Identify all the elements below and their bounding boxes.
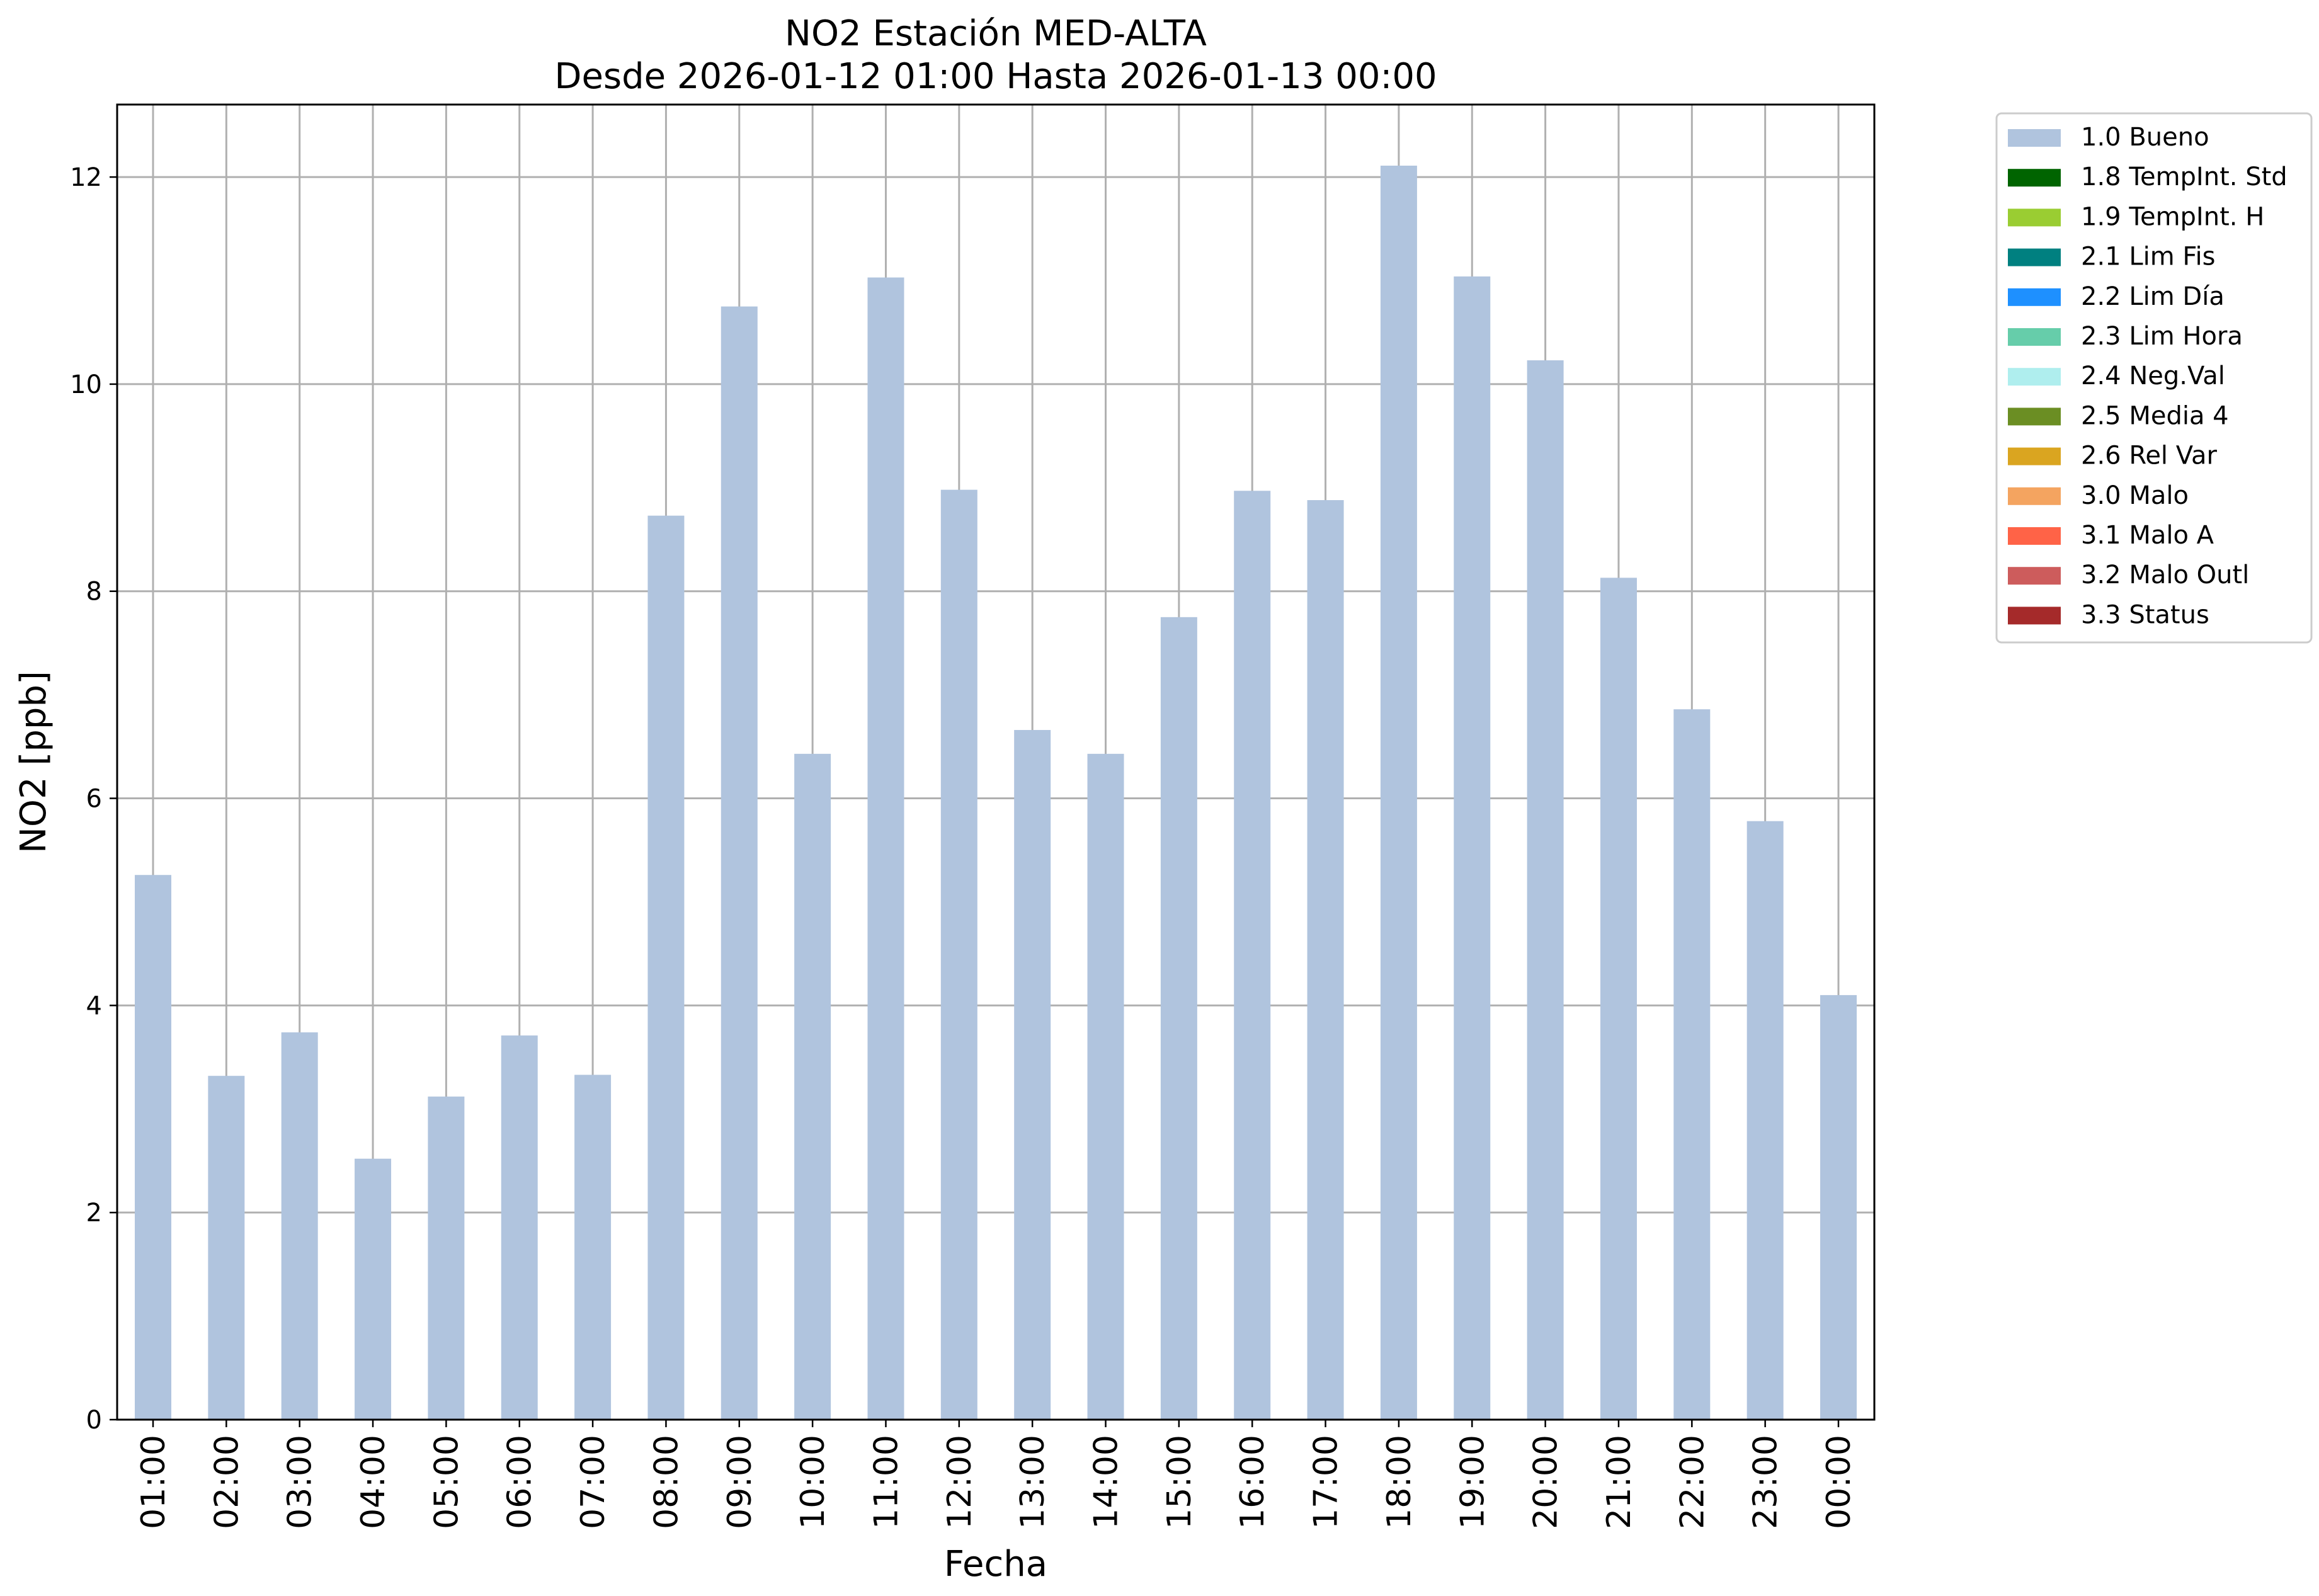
- legend-label: 2.1 Lim Fis: [2081, 242, 2215, 271]
- bar: [574, 1074, 612, 1420]
- y-axis: 0 2 4 6 8 10 12: [70, 163, 117, 1435]
- x-tick-label: 13:00: [1014, 1435, 1052, 1529]
- legend-label: 2.6 Rel Var: [2081, 442, 2218, 470]
- y-tick-label: 8: [86, 578, 102, 607]
- x-tick-label: 01:00: [135, 1435, 173, 1529]
- x-tick-label: 05:00: [428, 1435, 465, 1529]
- x-axis-label: Fecha: [944, 1544, 1047, 1585]
- bar: [208, 1076, 245, 1420]
- bar: [428, 1097, 465, 1420]
- x-tick-label: 17:00: [1308, 1435, 1345, 1529]
- legend-swatch: [2008, 208, 2061, 227]
- legend-swatch: [2008, 368, 2061, 386]
- x-tick-label: 14:00: [1088, 1435, 1125, 1529]
- chart-title: NO2 Estación MED-ALTA Desde 2026-01-12 0…: [554, 13, 1437, 97]
- legend-swatch: [2008, 169, 2061, 187]
- y-tick-label: 6: [86, 785, 102, 814]
- x-tick-label: 08:00: [647, 1435, 685, 1529]
- legend-label: 2.3 Lim Hora: [2081, 322, 2243, 351]
- bar: [794, 753, 831, 1420]
- bar: [1160, 617, 1197, 1420]
- x-tick-label: 22:00: [1673, 1435, 1711, 1529]
- legend-swatch: [2008, 567, 2061, 585]
- bar: [281, 1032, 318, 1420]
- x-tick-label: 20:00: [1527, 1435, 1565, 1529]
- chart-title-line-2: Desde 2026-01-12 01:00 Hasta 2026-01-13 …: [554, 56, 1437, 97]
- y-tick-label: 2: [86, 1199, 102, 1228]
- bar: [1380, 166, 1417, 1420]
- x-tick-label: 19:00: [1454, 1435, 1491, 1529]
- bar: [135, 875, 171, 1420]
- bar: [1820, 995, 1857, 1420]
- legend-label: 2.4 Neg.Val: [2081, 362, 2225, 390]
- x-tick-label: 09:00: [721, 1435, 759, 1529]
- x-tick-label: 16:00: [1234, 1435, 1272, 1529]
- legend-swatch: [2008, 487, 2061, 505]
- legend-swatch: [2008, 328, 2061, 346]
- y-tick-label: 4: [86, 991, 102, 1020]
- bar: [355, 1158, 392, 1420]
- bar: [1527, 360, 1564, 1420]
- bar: [1746, 821, 1784, 1420]
- y-tick-label: 0: [86, 1406, 102, 1435]
- bar: [721, 306, 758, 1420]
- x-tick-label: 00:00: [1820, 1435, 1858, 1529]
- y-tick-label: 12: [70, 163, 102, 192]
- legend-swatch: [2008, 447, 2061, 465]
- bar: [940, 489, 977, 1420]
- legend-label: 3.3 Status: [2081, 600, 2209, 629]
- x-tick-label: 03:00: [282, 1435, 319, 1529]
- x-tick-label: 02:00: [208, 1435, 246, 1529]
- bars: [135, 166, 1857, 1420]
- legend-label: 3.2 Malo Outl: [2081, 561, 2249, 590]
- bar: [1600, 578, 1637, 1420]
- legend: 1.0 Bueno 1.8 TempInt. Std 1.9 TempInt. H 2…: [1995, 112, 2313, 644]
- x-tick-label: 10:00: [794, 1435, 832, 1529]
- legend-swatch: [2008, 129, 2061, 147]
- legend-swatch: [2008, 248, 2061, 266]
- bar: [1673, 709, 1711, 1420]
- legend-label: 3.1 Malo A: [2081, 521, 2214, 550]
- legend-swatch: [2008, 408, 2061, 426]
- y-axis-label: NO2 [ppb]: [13, 671, 54, 853]
- x-tick-label: 06:00: [501, 1435, 539, 1529]
- legend-label: 1.8 TempInt. Std: [2081, 162, 2288, 191]
- bar: [1454, 276, 1491, 1420]
- x-axis: 01:00 02:00 03:00 04:00 05:00 06:00 07:00 08:00…: [135, 1420, 1858, 1529]
- y-tick-label: 10: [70, 370, 102, 399]
- bar: [647, 515, 685, 1420]
- legend-label: 1.9 TempInt. H: [2081, 202, 2264, 231]
- bar: [501, 1035, 538, 1420]
- legend-swatch: [2008, 288, 2061, 306]
- bar: [1087, 753, 1124, 1420]
- plot-frame: [116, 103, 1876, 1421]
- x-tick-label: 15:00: [1161, 1435, 1199, 1529]
- legend-frame: [1995, 112, 2313, 644]
- legend-swatch: [2008, 607, 2061, 625]
- x-tick-label: 11:00: [867, 1435, 905, 1529]
- legend-swatch: [2008, 527, 2061, 545]
- legend-label: 1.0 Bueno: [2081, 123, 2209, 152]
- x-tick-label: 18:00: [1381, 1435, 1418, 1529]
- chart-title-line-1: NO2 Estación MED-ALTA: [785, 13, 1207, 54]
- x-tick-label: 04:00: [355, 1435, 392, 1529]
- legend-label: 3.0 Malo: [2081, 481, 2189, 510]
- x-tick-label: 12:00: [941, 1435, 979, 1529]
- x-tick-label: 21:00: [1600, 1435, 1638, 1529]
- legend-label: 2.5 Media 4: [2081, 401, 2229, 430]
- bar: [1307, 500, 1344, 1420]
- bar: [1234, 491, 1271, 1420]
- x-tick-label: 23:00: [1747, 1435, 1785, 1529]
- x-tick-label: 07:00: [574, 1435, 612, 1529]
- legend-label: 2.2 Lim Día: [2081, 282, 2225, 311]
- bar: [1014, 730, 1051, 1420]
- bar: [867, 277, 904, 1420]
